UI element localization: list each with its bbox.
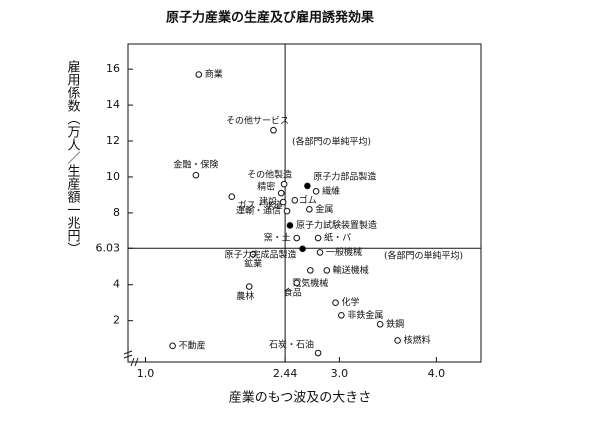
point: [312, 188, 320, 195]
point: [338, 311, 345, 319]
point: [307, 267, 314, 274]
y-tick-label: 6.03: [96, 241, 121, 254]
axis-break: [123, 350, 139, 367]
x-tick-label: 1.0: [137, 367, 155, 380]
point: [286, 222, 294, 229]
point-label: 一般機械: [326, 246, 362, 258]
x-tick-label: 4.0: [428, 367, 446, 380]
point: [279, 198, 287, 206]
point: [299, 245, 306, 253]
y-tick-label: 4: [113, 278, 120, 291]
point-label: 精密: [257, 181, 275, 193]
x-tick-label: 3.0: [331, 367, 349, 380]
y-tick-label: 14: [106, 98, 120, 111]
point-label: 繊維: [322, 185, 340, 197]
x-axis-label: 産業のもつ波及の大きさ: [229, 390, 371, 406]
point: [306, 205, 313, 213]
point-label: 食品: [284, 286, 302, 298]
point-label: 農林: [236, 290, 254, 302]
annotation: (各部門の単純平均): [292, 136, 371, 148]
point: [332, 299, 339, 307]
point-label: 建設: [259, 196, 277, 208]
point: [291, 197, 299, 204]
point: [169, 342, 176, 350]
point-label: 原子力試験装置製造: [296, 219, 377, 231]
point-label: 原子力部品製造: [313, 170, 376, 182]
point-label: 輸送機械: [333, 264, 369, 276]
point: [277, 189, 285, 197]
y-tick-label: 12: [106, 134, 120, 147]
point: [249, 250, 257, 258]
y-tick-label: 16: [106, 62, 120, 75]
y-tick-label: 2: [113, 314, 120, 327]
point-label: 運輸・通信: [236, 205, 281, 217]
point-label: 商業: [205, 68, 223, 80]
point-label: その他製造: [247, 169, 292, 181]
point-label: 紙・パ: [324, 232, 351, 244]
point-label: 電気機械: [292, 277, 328, 289]
point: [323, 267, 331, 274]
point: [293, 279, 301, 287]
point: [316, 249, 324, 256]
point-label: 原子力完成品製造: [225, 248, 297, 260]
point: [314, 234, 322, 242]
point: [394, 337, 401, 344]
point-label: 鉱業: [244, 258, 262, 270]
point: [304, 182, 311, 190]
y-axis-label: 雇用係数（万人／生産額一兆円）: [65, 59, 81, 255]
point-label: 金融・保険: [173, 159, 218, 171]
point-label: ガス・水道: [238, 199, 283, 211]
plot-frame: [127, 43, 482, 363]
point: [195, 71, 203, 78]
point-label: その他サービス: [226, 115, 289, 127]
point: [293, 234, 301, 242]
point: [245, 283, 253, 290]
point-label: 石炭・石油: [269, 339, 314, 351]
point-label: 不動産: [179, 339, 206, 351]
annotation: (各部門の単純平均): [384, 250, 463, 262]
point-label: 非鉄金属: [347, 309, 383, 321]
point: [280, 180, 288, 188]
point-label: ゴム: [299, 194, 317, 206]
point: [228, 193, 236, 201]
point: [192, 171, 200, 179]
point: [314, 349, 322, 357]
point-label: 核燃料: [404, 334, 431, 346]
y-tick-label: 10: [106, 170, 120, 183]
chart-title: 原子力産業の生産及び雇用誘発効果: [166, 10, 374, 26]
x-tick-label: 2.44: [273, 367, 298, 380]
point: [376, 320, 384, 328]
point: [270, 126, 277, 134]
point-label: 窯・土: [264, 232, 291, 244]
point-label: 鉄鋼: [386, 318, 404, 330]
point-label: 化学: [342, 296, 360, 308]
point: [283, 207, 291, 215]
point-label: 金属: [315, 203, 333, 215]
y-tick-label: 8: [113, 206, 120, 219]
